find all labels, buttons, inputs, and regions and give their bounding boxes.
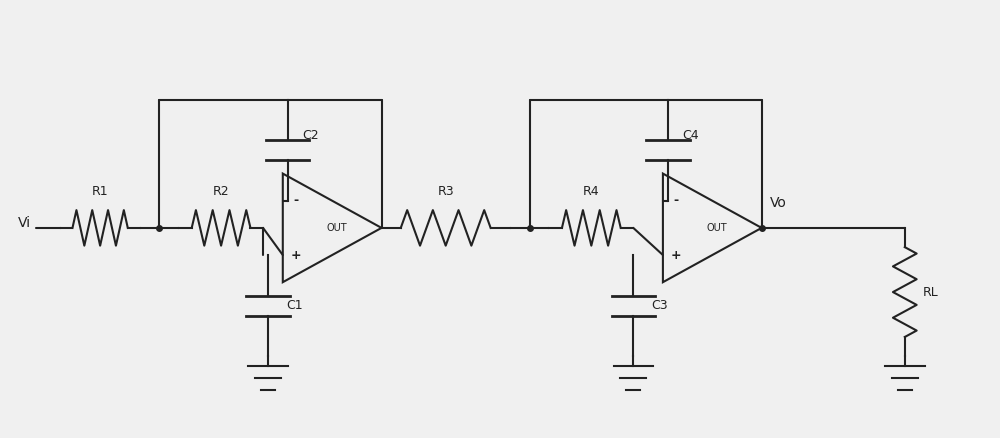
Text: C4: C4 <box>683 129 699 142</box>
Text: R3: R3 <box>437 185 454 198</box>
Text: OUT: OUT <box>707 223 728 233</box>
Text: Vo: Vo <box>770 196 786 210</box>
Text: RL: RL <box>923 286 938 299</box>
Text: -: - <box>673 194 678 207</box>
Text: C1: C1 <box>286 299 302 312</box>
Text: Vi: Vi <box>18 216 31 230</box>
Text: R2: R2 <box>213 185 229 198</box>
Text: R1: R1 <box>92 185 108 198</box>
Text: -: - <box>293 194 298 207</box>
Text: +: + <box>290 248 301 261</box>
Text: R4: R4 <box>583 185 600 198</box>
Text: +: + <box>670 248 681 261</box>
Text: C3: C3 <box>651 299 668 312</box>
Text: OUT: OUT <box>327 223 347 233</box>
Text: C2: C2 <box>303 129 319 142</box>
